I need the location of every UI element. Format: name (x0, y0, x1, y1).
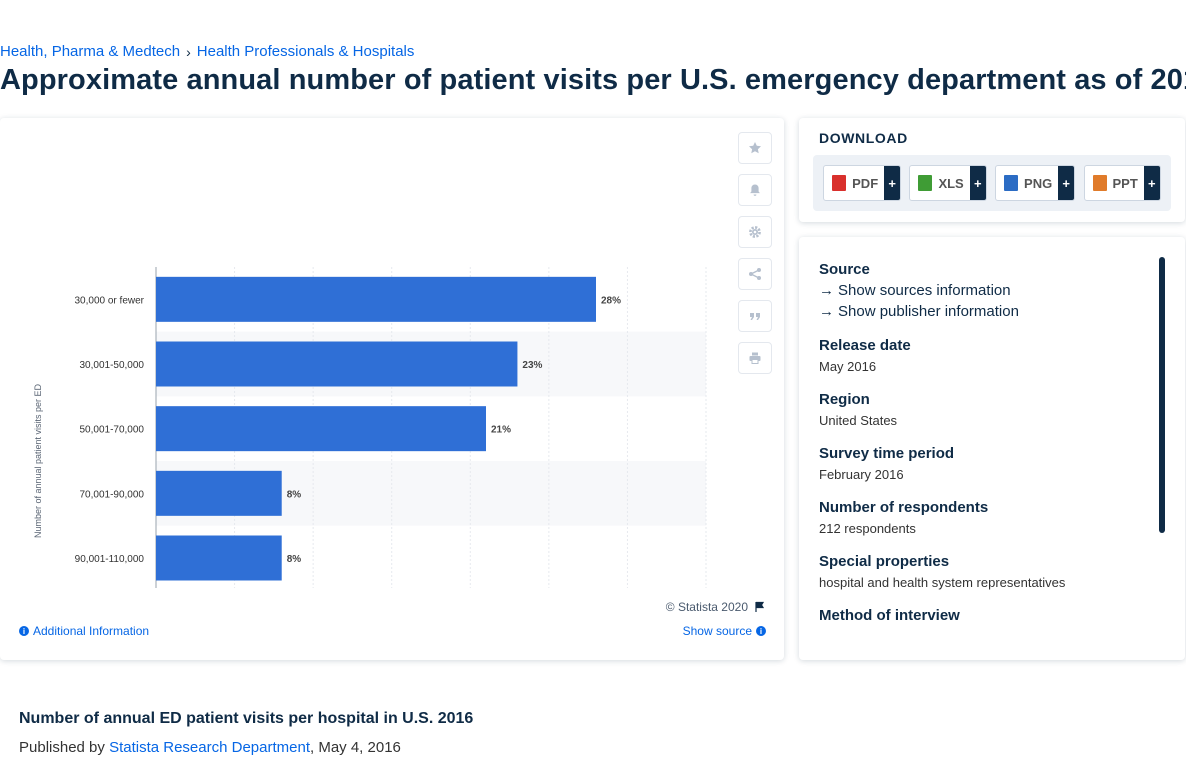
chart-copyright: © Statista 2020 (666, 600, 766, 614)
png-file-icon (1004, 175, 1019, 191)
quote-icon[interactable] (738, 300, 772, 332)
show-sources-label: Show sources information (838, 282, 1011, 299)
show-source-label: Show source (682, 624, 752, 638)
chart-toolbar (738, 132, 772, 374)
additional-information-label: Additional Information (33, 624, 150, 638)
show-source-link[interactable]: Show source i (683, 624, 766, 638)
download-ppt-button[interactable]: PPT + (1083, 165, 1161, 201)
bar (156, 341, 518, 387)
y-tick-label: 30,000 or fewer (75, 295, 145, 306)
info-field-heading: Region (819, 391, 870, 408)
download-pdf-label: PDF (852, 175, 879, 191)
info-field: Region United States (819, 391, 1159, 428)
pdf-file-icon (832, 175, 847, 191)
info-field-heading: Special properties (819, 553, 950, 570)
xls-file-icon (918, 175, 933, 191)
info-field-value: 212 respondents (819, 521, 916, 536)
data-label: 8% (287, 489, 302, 500)
download-png-label: PNG (1024, 175, 1053, 191)
info-field-heading: Release date (819, 337, 911, 354)
info-field-value: February 2016 (819, 467, 904, 482)
info-field: Method of interview (819, 607, 1159, 624)
info-field: Release date May 2016 (819, 337, 1159, 374)
info-field: Special properties hospital and health s… (819, 553, 1159, 590)
info-field-value: United States (819, 413, 898, 428)
arrow-right-icon: → (819, 282, 834, 299)
bar (156, 470, 282, 516)
bar (156, 276, 596, 322)
y-tick-label: 50,001-70,000 (79, 425, 144, 436)
download-card: DOWNLOAD PDF + XLS + PNG + PPT + (799, 118, 1185, 222)
info-icon: i (756, 626, 766, 636)
bar (156, 406, 486, 452)
source-heading: Source (819, 261, 870, 278)
download-buttons: PDF + XLS + PNG + PPT + (813, 155, 1171, 211)
share-icon[interactable] (738, 258, 772, 290)
download-png-button[interactable]: PNG + (995, 165, 1076, 201)
additional-information-link[interactable]: i Additional Information (19, 624, 149, 638)
breadcrumb: Health, Pharma & Medtech › Health Profes… (0, 43, 414, 60)
y-tick-label: 30,001-50,000 (79, 360, 144, 371)
plus-icon[interactable]: + (969, 166, 986, 200)
data-label: 23% (522, 360, 542, 371)
show-publisher-label: Show publisher information (838, 303, 1019, 320)
source-info-list: Source → Show sources information → Show… (819, 261, 1159, 641)
y-axis-title: Number of annual patient visits per ED (33, 383, 43, 538)
info-field: Number of respondents 212 respondents (819, 499, 1159, 536)
flag-icon[interactable] (754, 601, 766, 613)
plus-icon[interactable]: + (1058, 166, 1075, 200)
info-field-heading: Survey time period (819, 445, 955, 462)
ppt-file-icon (1092, 175, 1107, 191)
show-sources-link[interactable]: → Show sources information (819, 282, 1159, 299)
info-field-heading: Number of respondents (819, 499, 989, 516)
published-date: , May 4, 2016 (310, 739, 401, 756)
download-ppt-label: PPT (1112, 175, 1138, 191)
info-icon: i (19, 626, 29, 636)
download-xls-label: XLS (938, 175, 964, 191)
breadcrumb-item[interactable]: Health Professionals & Hospitals (196, 43, 415, 60)
bar (156, 535, 282, 581)
bar-chart: 0%5%10%15%20%25%30%35%30,000 or fewer28%… (33, 267, 707, 588)
show-publisher-link[interactable]: → Show publisher information (819, 303, 1159, 320)
download-pdf-button[interactable]: PDF + (823, 165, 902, 201)
published-by: Published by Statista Research Departmen… (19, 739, 401, 756)
data-label: 8% (287, 554, 302, 565)
info-field-heading: Method of interview (819, 607, 960, 624)
download-xls-button[interactable]: XLS + (909, 165, 987, 201)
page-title: Approximate annual number of patient vis… (0, 64, 1186, 96)
related-statistic-title[interactable]: Number of annual ED patient visits per h… (19, 710, 474, 727)
source-info-card: Source → Show sources information → Show… (799, 237, 1185, 660)
source-section: Source → Show sources information → Show… (819, 261, 1159, 320)
breadcrumb-separator: › (186, 43, 191, 60)
published-prefix: Published by (19, 739, 110, 756)
data-label: 28% (601, 295, 621, 306)
y-tick-label: 90,001-110,000 (75, 554, 145, 565)
breadcrumb-item[interactable]: Health, Pharma & Medtech (0, 43, 181, 60)
gear-icon[interactable] (738, 216, 772, 248)
bell-icon[interactable] (738, 174, 772, 206)
plus-icon[interactable]: + (1143, 166, 1160, 200)
y-tick-label: 70,001-90,000 (79, 489, 144, 500)
copyright-text: © Statista 2020 (665, 600, 748, 614)
info-field-value: May 2016 (819, 359, 877, 374)
plus-icon[interactable]: + (884, 166, 901, 200)
print-icon[interactable] (738, 342, 772, 374)
download-title: DOWNLOAD (819, 130, 908, 146)
arrow-right-icon: → (819, 303, 834, 320)
info-field: Survey time period February 2016 (819, 445, 1159, 482)
data-label: 21% (491, 425, 511, 436)
star-icon[interactable] (738, 132, 772, 164)
publisher-link[interactable]: Statista Research Department (109, 739, 310, 756)
info-scrollbar[interactable] (1159, 257, 1165, 533)
chart-card: 0%5%10%15%20%25%30%35%30,000 or fewer28%… (0, 118, 784, 660)
info-field-value: hospital and health system representativ… (819, 575, 1066, 590)
